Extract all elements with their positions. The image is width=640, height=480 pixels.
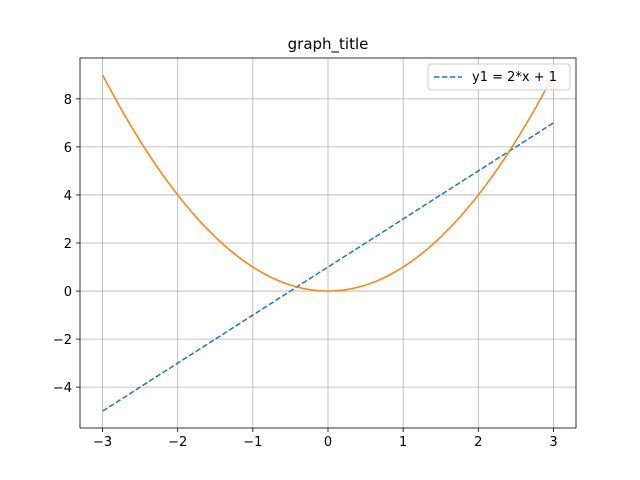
series-line-parabola	[101, 74, 555, 292]
x-tick-label: −3	[93, 435, 112, 450]
x-tick-label: 0	[324, 435, 332, 450]
legend-box	[427, 63, 571, 91]
grid	[80, 58, 576, 428]
y-tick-label: −4	[53, 381, 72, 396]
ticks: −3 −2 −1 0 1 2 3 −4 −2 0 2 4 6 8	[53, 93, 558, 450]
legend-label-y1: y1 = 2*x + 1	[472, 70, 557, 85]
series-line-y1	[102, 122, 554, 412]
x-tick-label: −2	[168, 435, 187, 450]
x-tick-label: 3	[549, 435, 557, 450]
series-layer	[101, 74, 555, 412]
x-tick-label: −1	[243, 435, 262, 450]
x-tick-label: 2	[474, 435, 482, 450]
y-tick-label: 4	[64, 189, 72, 204]
y-tick-label: 8	[64, 93, 72, 108]
y-tick-label: 2	[64, 237, 72, 252]
legend: y1 = 2*x + 1	[427, 63, 571, 91]
y-tick-label: 6	[64, 141, 72, 156]
x-tick-label: 1	[399, 435, 407, 450]
y-tick-label: 0	[64, 285, 72, 300]
chart-title: graph_title	[288, 35, 369, 54]
y-tick-label: −2	[53, 333, 72, 348]
